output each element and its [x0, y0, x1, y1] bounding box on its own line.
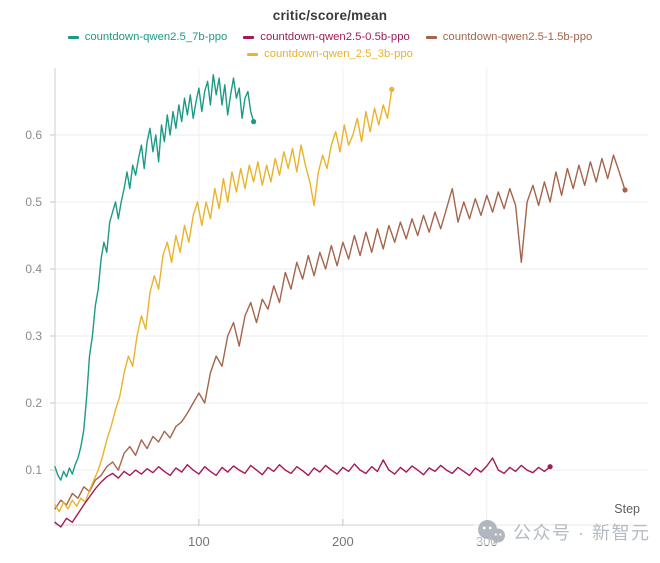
chart-legend: countdown-qwen2.5_7b-ppo countdown-qwen2.… [0, 30, 660, 64]
series-end-marker-countdown-qwen2.5_7b-ppo [251, 119, 257, 125]
series-line-countdown-qwen_2.5_3b-ppo [54, 88, 393, 513]
y-tick-label: 0.5 [25, 195, 42, 209]
series-line-countdown-qwen2.5_7b-ppo [54, 73, 255, 481]
y-tick-label: 0.4 [25, 262, 42, 276]
legend-row: countdown-qwen2.5_7b-ppo countdown-qwen2.… [0, 30, 660, 45]
legend-item-countdown-qwen2.5_7b-ppo[interactable]: countdown-qwen2.5_7b-ppo [67, 30, 228, 45]
legend-swatch [243, 36, 255, 39]
y-tick-label: 0.1 [25, 463, 42, 477]
legend-label: countdown-qwen2.5_7b-ppo [84, 31, 228, 43]
legend-item-countdown-qwen2.5-0.5b-ppo[interactable]: countdown-qwen2.5-0.5b-ppo [243, 30, 410, 45]
legend-row: countdown-qwen_2.5_3b-ppo [0, 47, 660, 62]
x-tick-label: 100 [188, 534, 210, 549]
chart-title: critic/score/mean [272, 8, 388, 23]
watermark: 公众号 · 新智元 [474, 519, 651, 545]
legend-label: countdown-qwen2.5-1.5b-ppo [442, 31, 593, 43]
legend-label: countdown-qwen_2.5_3b-ppo [264, 48, 413, 60]
series-line-countdown-qwen2.5-0.5b-ppo [54, 457, 551, 528]
series-line-countdown-qwen2.5-1.5b-ppo [54, 154, 626, 510]
legend-swatch [67, 36, 79, 39]
legend-item-countdown-qwen_2.5_3b-ppo[interactable]: countdown-qwen_2.5_3b-ppo [247, 47, 413, 62]
legend-swatch [425, 36, 437, 39]
legend-item-countdown-qwen2.5-1.5b-ppo[interactable]: countdown-qwen2.5-1.5b-ppo [425, 30, 593, 45]
legend-label: countdown-qwen2.5-0.5b-ppo [260, 31, 410, 43]
wechat-icon [478, 520, 505, 545]
series-end-marker-countdown-qwen_2.5_3b-ppo [389, 86, 395, 92]
x-axis-title: Step [614, 502, 640, 516]
y-tick-label: 0.2 [25, 396, 42, 410]
y-tick-label: 0.3 [25, 329, 42, 343]
series-end-marker-countdown-qwen2.5-0.5b-ppo [547, 464, 553, 470]
y-tick-label: 0.6 [25, 128, 42, 142]
x-tick-label: 200 [332, 534, 354, 549]
series-end-marker-countdown-qwen2.5-1.5b-ppo [622, 187, 628, 193]
legend-swatch [247, 53, 259, 56]
watermark-text: 公众号 · 新智元 [513, 523, 651, 543]
